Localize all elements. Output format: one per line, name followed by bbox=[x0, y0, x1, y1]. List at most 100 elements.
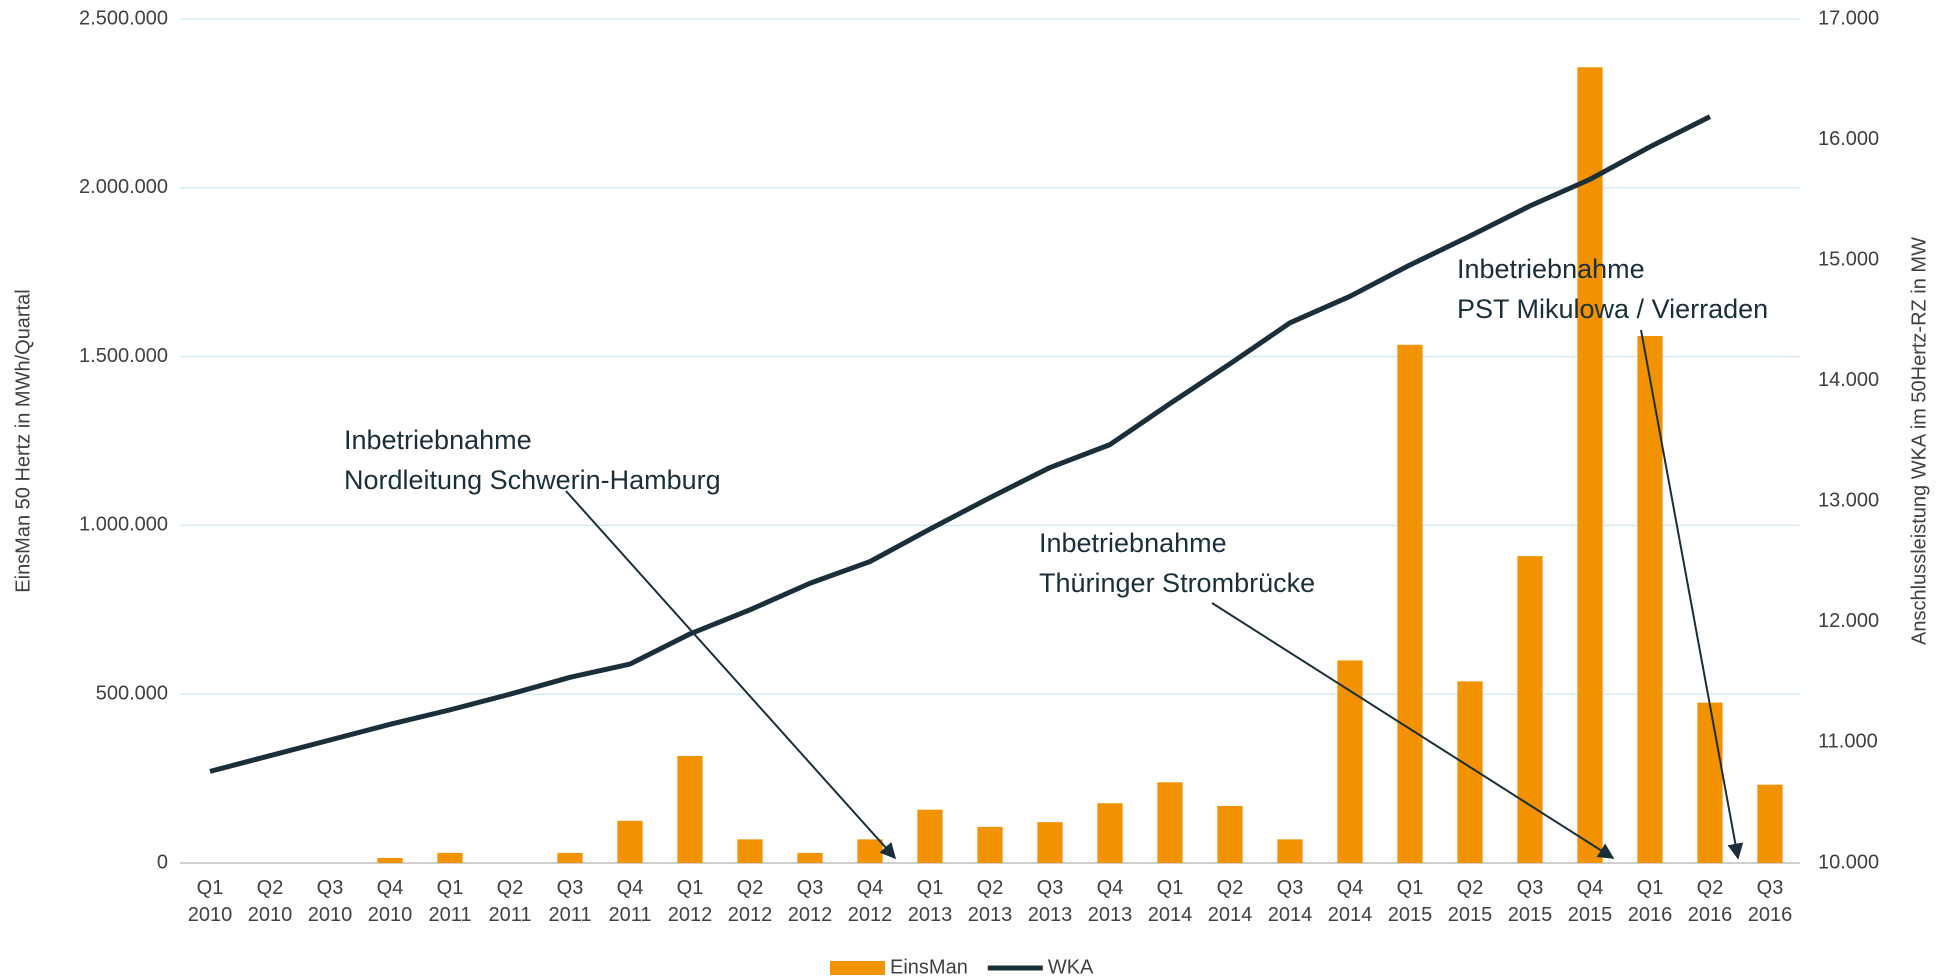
x-tick-label-line: Q1 bbox=[677, 877, 704, 899]
x-tick-label-line: 2015 bbox=[1508, 904, 1553, 926]
y2-tick-label: 13.000 bbox=[1818, 490, 1879, 512]
x-tick-label-line: Q1 bbox=[437, 877, 464, 899]
x-tick-label: Q3 2013 bbox=[1028, 877, 1073, 926]
x-tick-label-line: 2014 bbox=[1268, 904, 1313, 926]
x-tick-label: Q4 2015 bbox=[1568, 877, 1613, 926]
x-tick-label-line: 2010 bbox=[188, 904, 233, 926]
y2-tick-label: 14.000 bbox=[1818, 369, 1879, 391]
x-tick-label-line: 2010 bbox=[308, 904, 353, 926]
x-tick-label-line: 2015 bbox=[1448, 904, 1493, 926]
y-tick-label: 500.000 bbox=[96, 682, 168, 704]
bar bbox=[437, 852, 463, 863]
legend-label: WKA bbox=[1048, 956, 1094, 977]
y2-tick-label: 11.000 bbox=[1818, 731, 1878, 753]
y-tick-label: 1.500.000 bbox=[79, 345, 168, 367]
x-tick-label-line: 2011 bbox=[488, 904, 531, 926]
x-tick-label-line: 2010 bbox=[248, 904, 293, 926]
x-tick-label: Q1 2014 bbox=[1148, 877, 1193, 926]
x-tick-label-line: 2011 bbox=[548, 904, 591, 926]
x-tick-label: Q3 2010 bbox=[308, 877, 353, 926]
x-tick-label: Q4 2010 bbox=[368, 877, 413, 926]
y2-tick-label: 10.000 bbox=[1818, 851, 1879, 873]
annotation-text: Nordleitung Schwerin-Hamburg bbox=[344, 465, 721, 495]
x-tick-label-line: Q2 bbox=[977, 877, 1004, 899]
x-tick-label: Q1 2010 bbox=[188, 877, 233, 926]
x-tick-label: Q2 2015 bbox=[1448, 877, 1493, 926]
x-tick-label-line: 2014 bbox=[1328, 904, 1373, 926]
x-tick-label-line: Q4 bbox=[1097, 877, 1124, 899]
x-tick-label: Q2 2011 bbox=[488, 877, 531, 926]
annotation-text: PST Mikulowa / Vierraden bbox=[1457, 294, 1768, 324]
x-tick-label-line: 2014 bbox=[1148, 904, 1193, 926]
y-axis-label: EinsMan 50 Hertz in MWh/Quartal bbox=[12, 289, 34, 592]
x-tick-label: Q1 2016 bbox=[1628, 877, 1673, 926]
x-tick-label: Q2 2012 bbox=[728, 877, 773, 926]
x-tick-label-line: Q3 bbox=[1037, 877, 1064, 899]
bar bbox=[1037, 822, 1063, 863]
x-tick-label-line: Q2 bbox=[1697, 877, 1724, 899]
bar bbox=[977, 826, 1003, 863]
line bbox=[209, 114, 1712, 774]
annotation-text: Inbetriebnahme bbox=[344, 425, 532, 455]
y2-tick-label: 15.000 bbox=[1818, 248, 1879, 270]
bar bbox=[1757, 784, 1783, 863]
x-tick-label: Q3 2012 bbox=[788, 877, 833, 926]
annotation-arrow bbox=[565, 490, 897, 860]
bar bbox=[1217, 805, 1243, 863]
x-tick-label: Q4 2014 bbox=[1328, 877, 1373, 926]
x-tick-label-line: Q3 bbox=[557, 877, 584, 899]
annotation-text: Inbetriebnahme bbox=[1039, 528, 1227, 558]
annotation-arrow bbox=[1211, 602, 1615, 859]
x-tick-label-line: 2010 bbox=[368, 904, 413, 926]
x-tick-label-line: Q2 bbox=[1457, 877, 1484, 899]
x-tick-label-line: Q4 bbox=[617, 877, 644, 899]
y-tick-label: 2.000.000 bbox=[79, 176, 168, 198]
x-tick-label-line: Q4 bbox=[1577, 877, 1604, 899]
x-tick-label: Q4 2013 bbox=[1088, 877, 1133, 926]
x-tick-label: Q1 2013 bbox=[908, 877, 953, 926]
x-tick-label: Q1 2011 bbox=[428, 877, 471, 926]
x-tick-label-line: 2016 bbox=[1688, 904, 1733, 926]
x-tick-label: Q1 2015 bbox=[1388, 877, 1433, 926]
bar bbox=[737, 839, 763, 863]
annotation-text: Thüringer Strombrücke bbox=[1039, 568, 1315, 598]
bar bbox=[857, 839, 883, 863]
y2-tick-label: 12.000 bbox=[1818, 610, 1879, 632]
x-tick-label-line: 2013 bbox=[1088, 904, 1133, 926]
x-tick-label-line: Q3 bbox=[317, 877, 344, 899]
y2-tick-label: 16.000 bbox=[1818, 128, 1879, 150]
x-tick-label: Q3 2011 bbox=[548, 877, 591, 926]
x-tick-label-line: Q2 bbox=[257, 877, 284, 899]
bar bbox=[617, 820, 643, 863]
bar bbox=[1637, 336, 1663, 863]
x-tick-label-line: 2013 bbox=[1028, 904, 1073, 926]
x-tick-label-line: Q3 bbox=[1757, 877, 1784, 899]
x-tick-label-line: 2012 bbox=[668, 904, 713, 926]
y-tick-label: 2.500.000 bbox=[79, 7, 168, 29]
x-tick-label-line: Q1 bbox=[917, 877, 944, 899]
y2-axis-label: Anschlussleistung WKA im 50Hertz-RZ in M… bbox=[1908, 237, 1930, 645]
x-tick-label: Q2 2013 bbox=[968, 877, 1013, 926]
y-tick-label: 1.000.000 bbox=[79, 514, 168, 536]
x-tick-label-line: Q4 bbox=[857, 877, 884, 899]
x-tick-label: Q4 2011 bbox=[608, 877, 651, 926]
bar bbox=[377, 857, 403, 863]
x-tick-label-line: Q1 bbox=[197, 877, 224, 899]
x-tick-label: Q1 2012 bbox=[668, 877, 713, 926]
bar bbox=[1697, 702, 1723, 863]
bar bbox=[677, 755, 703, 863]
bar bbox=[1337, 660, 1363, 863]
x-tick-label-line: Q3 bbox=[1277, 877, 1304, 899]
y2-tick-label: 17.000 bbox=[1818, 7, 1879, 29]
x-tick-label: Q3 2014 bbox=[1268, 877, 1313, 926]
x-tick-label: Q2 2016 bbox=[1688, 877, 1733, 926]
legend-swatch bbox=[830, 961, 885, 975]
x-tick-label-line: 2012 bbox=[728, 904, 773, 926]
bar bbox=[917, 809, 943, 863]
x-tick-label-line: Q4 bbox=[377, 877, 404, 899]
bar bbox=[1097, 803, 1123, 863]
x-tick-label-line: Q1 bbox=[1397, 877, 1424, 899]
x-tick-label-line: Q1 bbox=[1157, 877, 1184, 899]
x-tick-label-line: Q3 bbox=[797, 877, 824, 899]
x-tick-label-line: Q4 bbox=[1337, 877, 1364, 899]
